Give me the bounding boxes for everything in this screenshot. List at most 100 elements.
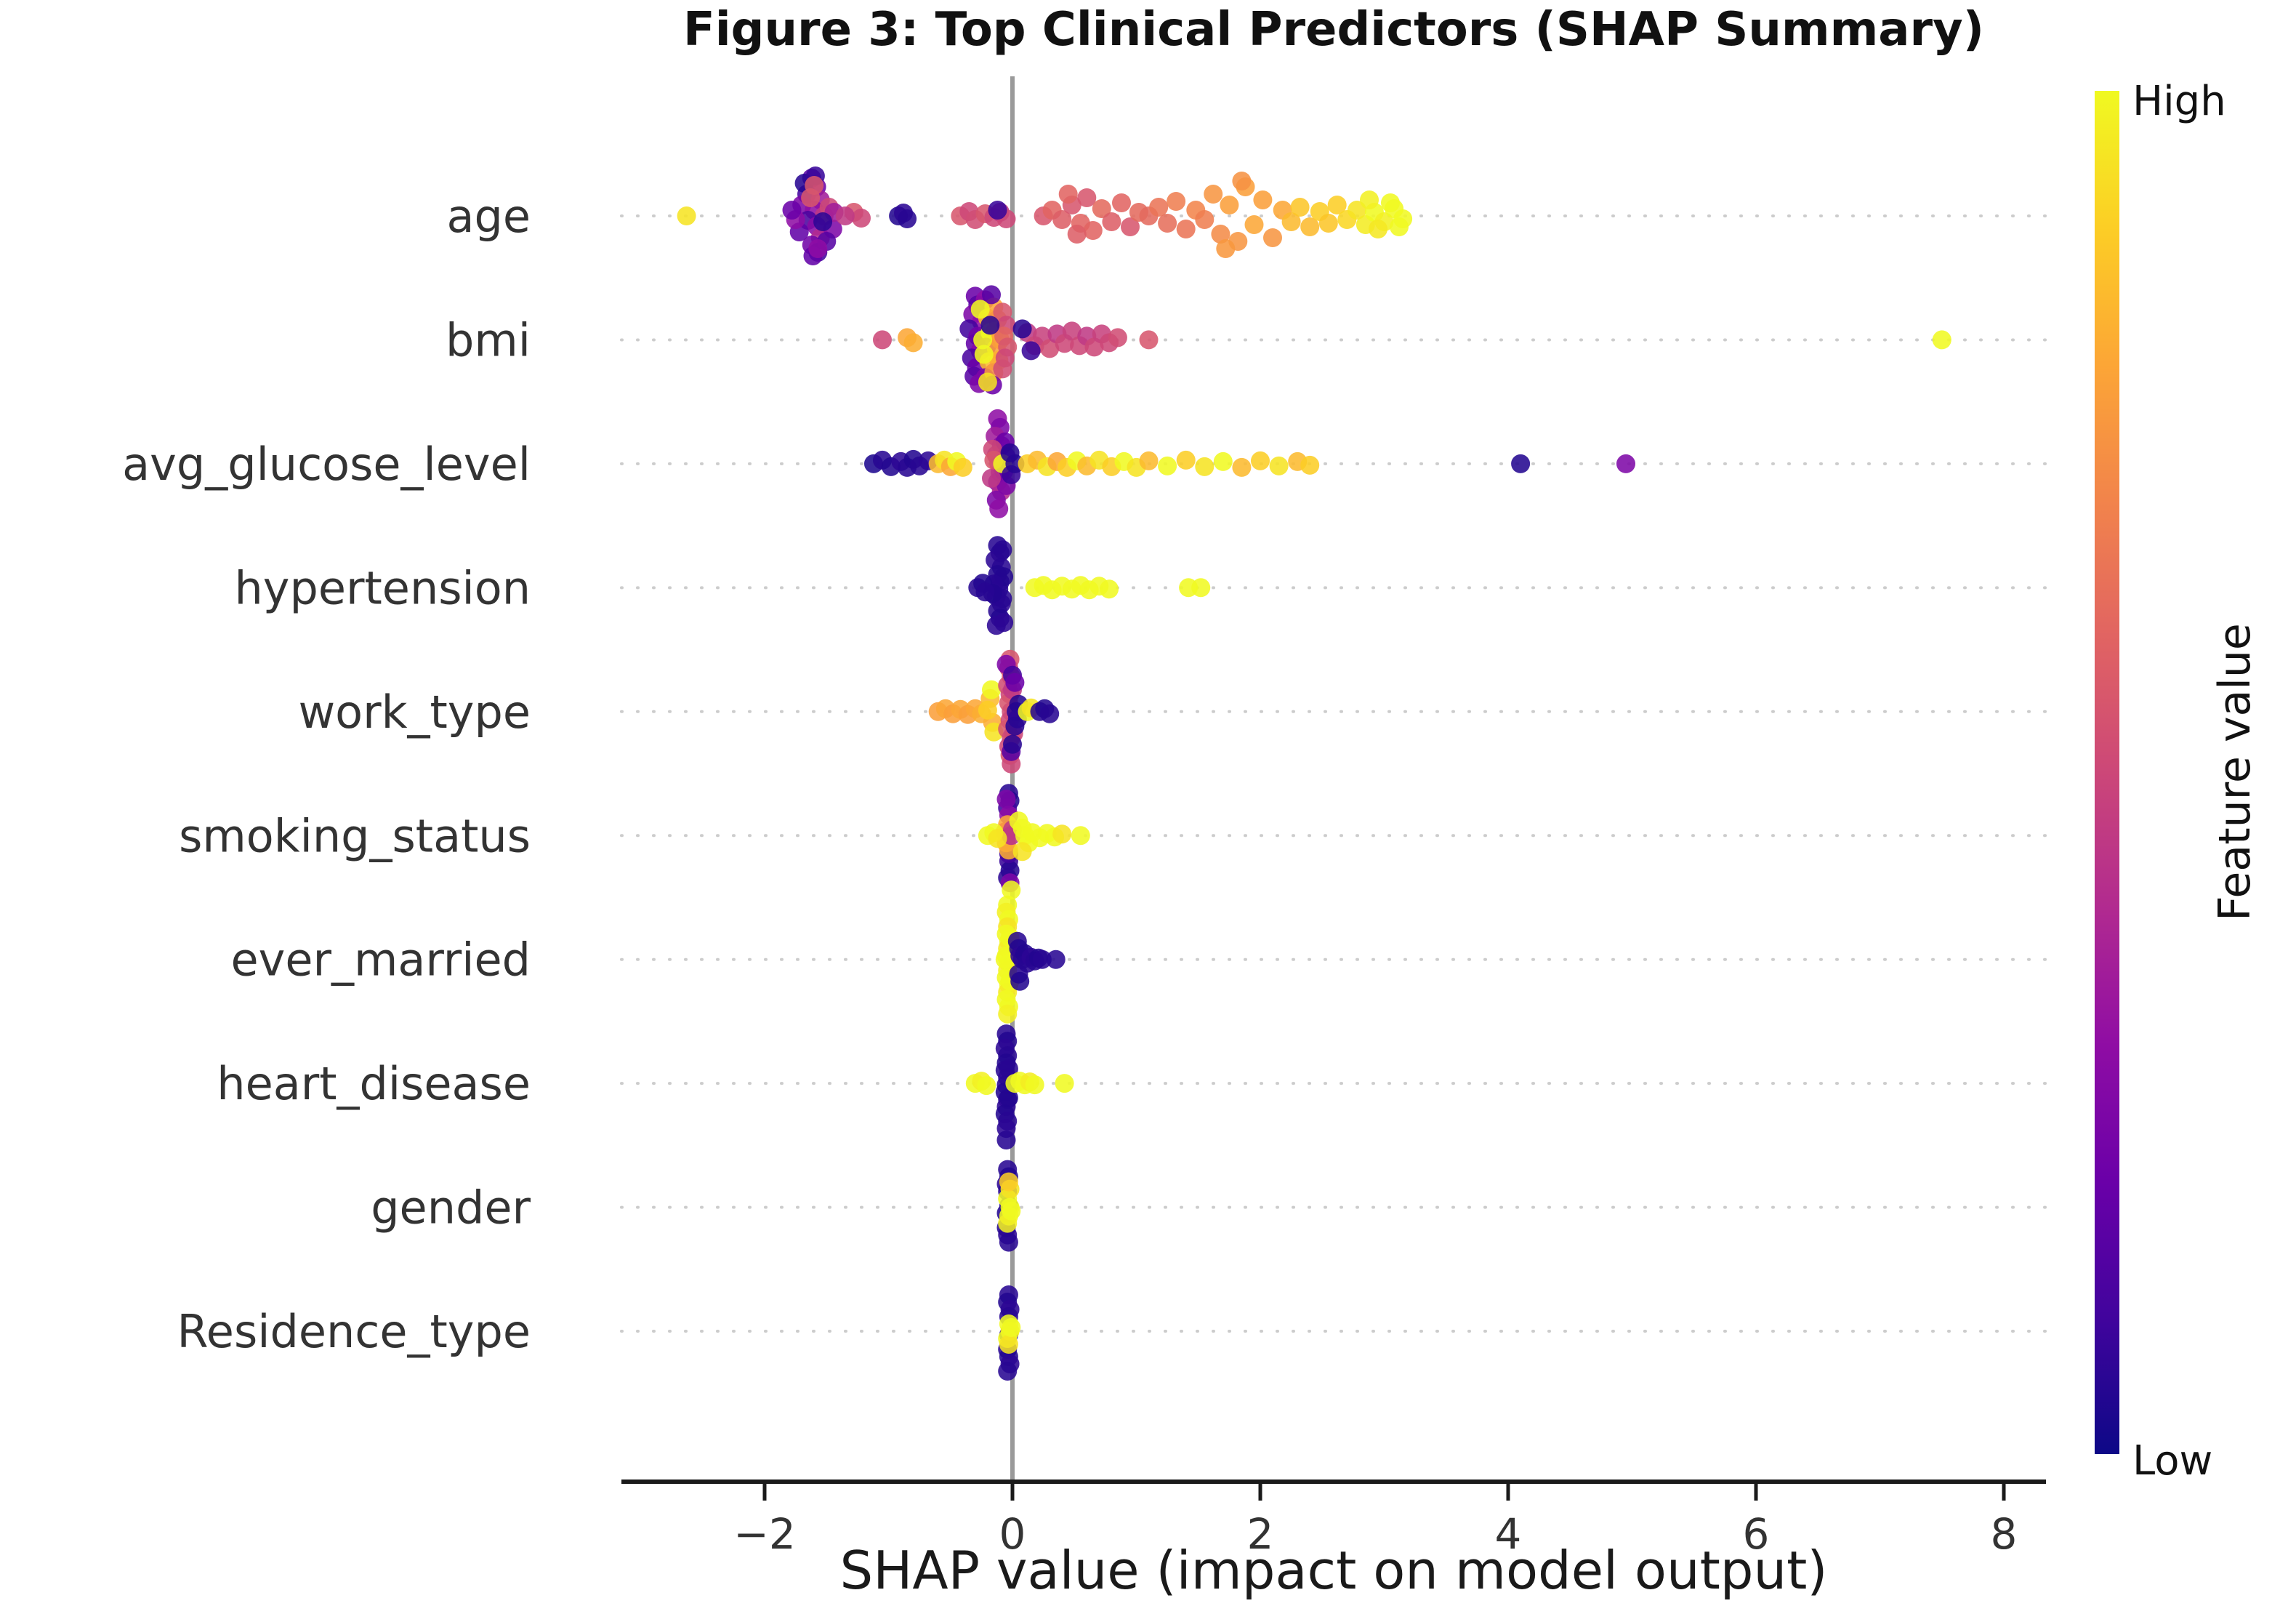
data-point — [999, 1232, 1018, 1252]
data-point — [1195, 457, 1215, 476]
data-point — [1121, 217, 1140, 236]
data-point — [995, 949, 1015, 969]
data-point — [1021, 341, 1041, 361]
feature-label-age: age — [447, 190, 531, 243]
data-point — [999, 1335, 1018, 1354]
data-point — [993, 359, 1012, 379]
data-point — [978, 700, 997, 720]
data-point — [999, 840, 1018, 860]
data-point — [1290, 198, 1310, 217]
data-point — [1263, 228, 1282, 247]
x-tick-label: 4 — [1495, 1509, 1522, 1559]
chart-title: Figure 3: Top Clinical Predictors (SHAP … — [683, 3, 1984, 57]
data-point — [1092, 199, 1111, 218]
data-point — [873, 330, 892, 350]
data-point — [1012, 842, 1032, 862]
data-point — [805, 176, 824, 195]
feature-label-smoking_status: smoking_status — [179, 809, 531, 862]
data-point — [1012, 319, 1032, 339]
x-tick-label: 0 — [999, 1509, 1026, 1559]
data-point — [970, 300, 990, 319]
feature-label-avg_glucose_level: avg_glucose_level — [122, 438, 531, 491]
data-point — [813, 212, 833, 231]
data-point — [852, 209, 871, 228]
data-point — [998, 1362, 1018, 1381]
data-point — [1511, 454, 1531, 473]
data-point — [1616, 454, 1635, 473]
data-point — [999, 1172, 1018, 1192]
data-point — [982, 285, 1001, 305]
data-point — [835, 206, 855, 225]
beeswarm-points — [677, 166, 1951, 1381]
data-point — [1390, 217, 1409, 236]
data-point — [1213, 451, 1233, 471]
data-point — [993, 540, 1012, 560]
data-point — [999, 1059, 1018, 1079]
feature-labels: age bmi avg_glucose_level hypertension work_… — [122, 190, 531, 1358]
data-point — [1055, 1074, 1074, 1093]
data-point — [1040, 339, 1060, 358]
data-point — [1062, 321, 1081, 341]
data-point — [1381, 193, 1400, 212]
data-point — [1005, 673, 1025, 692]
x-axis-ticks: −2 0 2 4 6 8 — [733, 1482, 2017, 1559]
data-point — [1002, 880, 1021, 900]
data-point — [982, 680, 1001, 699]
colorbar — [2095, 91, 2119, 1454]
data-point — [1244, 215, 1264, 234]
feature-label-bmi: bmi — [446, 313, 531, 366]
data-point — [1211, 225, 1230, 244]
data-point — [1139, 451, 1159, 470]
data-point — [989, 499, 1009, 518]
data-point — [677, 206, 696, 225]
colorbar-high-label: High — [2132, 78, 2226, 125]
data-point — [1281, 212, 1301, 231]
data-point — [1232, 457, 1252, 477]
data-point — [1067, 225, 1087, 244]
data-point — [1025, 1075, 1044, 1095]
feature-label-ever_married: ever_married — [231, 934, 531, 987]
data-point — [977, 1076, 996, 1096]
data-point — [988, 201, 1007, 220]
data-point — [1204, 185, 1223, 204]
data-point — [1102, 212, 1121, 231]
x-axis-label: SHAP value (impact on model output) — [840, 1540, 1828, 1601]
data-point — [1360, 190, 1379, 209]
data-point — [898, 209, 917, 228]
data-point — [1300, 455, 1320, 475]
data-point — [1032, 949, 1052, 969]
data-point — [1327, 196, 1347, 214]
data-point — [1176, 450, 1196, 470]
data-point — [953, 457, 972, 477]
data-point — [980, 316, 1000, 335]
feature-label-heart_disease: heart_disease — [217, 1057, 531, 1110]
data-point — [1040, 704, 1060, 723]
data-point — [1158, 456, 1177, 475]
data-point — [999, 1088, 1018, 1108]
data-point — [1251, 451, 1270, 470]
data-point — [998, 1004, 1018, 1024]
data-point — [808, 239, 828, 258]
data-point — [978, 372, 997, 392]
data-point — [1108, 328, 1127, 348]
x-tick-label: −2 — [733, 1509, 796, 1559]
colorbar-low-label: Low — [2132, 1437, 2212, 1485]
data-point — [1232, 172, 1252, 190]
x-tick-label: 8 — [1991, 1509, 2018, 1559]
feature-label-gender: gender — [371, 1181, 531, 1234]
x-tick-label: 2 — [1247, 1509, 1274, 1559]
data-point — [1220, 196, 1239, 214]
data-point — [1002, 1318, 1021, 1337]
data-point — [988, 829, 1007, 848]
data-point — [1005, 716, 1025, 736]
data-point — [1932, 330, 1951, 350]
colorbar-axis-label: Feature value — [2210, 623, 2260, 921]
data-point — [903, 333, 923, 353]
x-tick-label: 6 — [1743, 1509, 1770, 1559]
data-point — [974, 345, 994, 364]
data-point — [1158, 214, 1177, 233]
data-point — [1100, 579, 1119, 599]
feature-label-Residence_type: Residence_type — [177, 1305, 531, 1358]
data-point — [973, 330, 993, 350]
